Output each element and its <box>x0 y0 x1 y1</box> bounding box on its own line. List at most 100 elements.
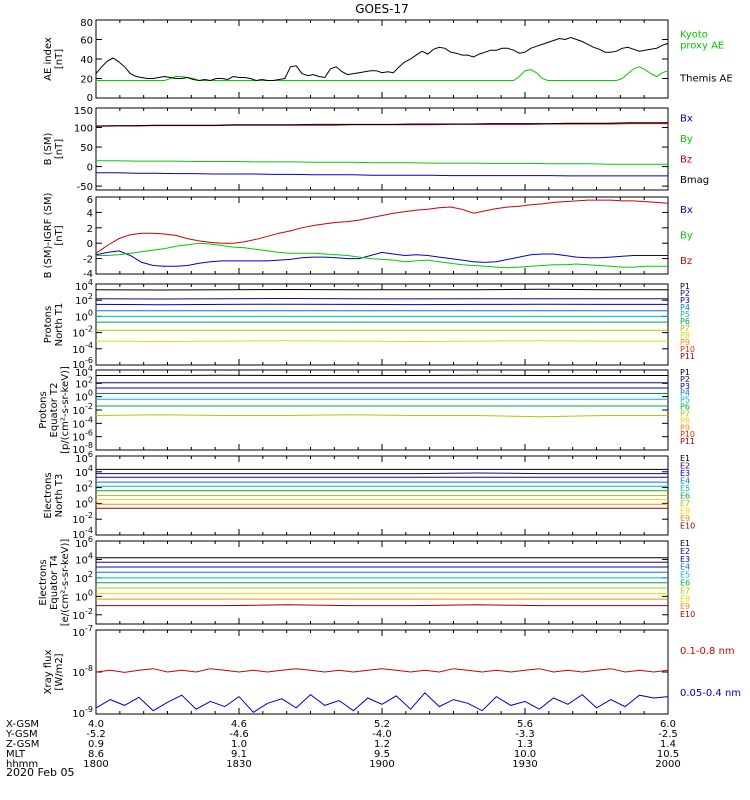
y-tick-label: 6 <box>87 195 93 206</box>
series-line-p2 <box>95 297 668 300</box>
y-tick-label: 10-2 <box>72 511 93 526</box>
legend-entry: P10 <box>680 345 695 354</box>
series-line-p8 <box>95 340 668 343</box>
y-tick-label: -4 <box>83 269 93 280</box>
orbit-value: 10.0 <box>514 749 536 760</box>
y-tick-label: -50 <box>77 182 93 193</box>
legend-entry: P2 <box>680 375 690 384</box>
orbit-value: 10.5 <box>657 749 679 760</box>
orbit-value: 1830 <box>226 759 251 770</box>
orbit-value: 5.2 <box>374 719 390 730</box>
y-axis-label: Xray flux[W/m2] <box>43 650 65 695</box>
legend-entry: P4 <box>680 303 690 312</box>
orbit-value: 4.0 <box>88 719 104 730</box>
y-tick-label: 2 <box>87 224 93 235</box>
legend-entry: P9 <box>680 338 690 347</box>
y-tick-label: 104 <box>75 278 93 293</box>
panel-frame <box>95 283 669 366</box>
y-axis-label: AE index[nT] <box>43 37 65 81</box>
y-tick-label: 10-2 <box>72 325 93 340</box>
legend-entry: E10 <box>680 610 695 619</box>
orbit-value: 1800 <box>83 759 108 770</box>
legend-entry: P11 <box>680 437 695 446</box>
orbit-value: 2000 <box>655 759 680 770</box>
legend-entry: E6 <box>680 579 690 588</box>
legend-entry: P4 <box>680 389 690 398</box>
orbit-value: 1.2 <box>374 739 390 750</box>
y-tick-label: 102 <box>75 292 93 307</box>
legend-entry: P7 <box>680 409 690 418</box>
y-tick-label: 50 <box>80 143 93 154</box>
panel-frame <box>95 107 669 191</box>
orbit-value: -3.3 <box>515 729 535 740</box>
legend-entry: E10 <box>680 522 695 531</box>
legend-entry: E5 <box>680 571 690 580</box>
orbit-value: 1900 <box>369 759 394 770</box>
y-tick-label: -2 <box>83 255 93 266</box>
y-tick-label: 10-4 <box>72 526 93 541</box>
series-line-p3 <box>95 303 668 306</box>
legend-entry: P3 <box>680 296 690 305</box>
y-tick-label: 10-2 <box>72 402 93 417</box>
orbit-value: 6.0 <box>660 719 676 730</box>
series-line-themis-ae <box>95 36 669 82</box>
legend-entry: E3 <box>680 555 690 564</box>
y-tick-label: 10-8 <box>72 441 93 456</box>
series-line-bz <box>95 199 669 254</box>
y-tick-label: 0 <box>87 93 93 104</box>
y-tick-label: 10-2 <box>72 607 93 622</box>
y-tick-label: 10-9 <box>72 705 93 720</box>
legend-entry: P11 <box>680 352 695 361</box>
panel-frame <box>95 196 669 275</box>
legend-entry: E5 <box>680 484 690 493</box>
panel-3: -4 -2 0 2 4 6 B (SM)-IGRF (SM)[nT] Bx By Bz <box>43 193 693 280</box>
orbit-row-label: MLT <box>6 749 26 760</box>
y-tick-label: 0 <box>87 163 93 174</box>
y-tick-label: 100 <box>74 124 93 135</box>
series-line-0.1-0.8-nm <box>95 668 669 673</box>
y-tick-label: 102 <box>75 480 93 495</box>
legend-entry: Bx <box>680 205 693 216</box>
legend-entry: P9 <box>680 423 690 432</box>
y-tick-label: 10-6 <box>72 356 93 371</box>
legend-entry: E9 <box>680 514 690 523</box>
orbit-value: 1.3 <box>517 739 533 750</box>
legend-entry: P10 <box>680 430 695 439</box>
y-axis-label: B (SM)-IGRF (SM)[nT] <box>43 193 65 279</box>
legend-entry: P6 <box>680 403 690 412</box>
panel-2: -50 0 50 100 150 B (SM)[nT] Bx By Bz Bmag <box>43 106 709 193</box>
legend-entry: E1 <box>680 539 690 548</box>
series-line-e10 <box>96 604 668 607</box>
legend-entry: E1 <box>680 454 690 463</box>
legend-entry: E7 <box>680 499 690 508</box>
legend-entry: 0.1-0.8 nm <box>680 646 735 657</box>
legend-entry: Bz <box>680 154 692 165</box>
series-line-p1 <box>95 288 668 291</box>
orbit-value: 1930 <box>512 759 537 770</box>
legend-entry: E6 <box>680 492 690 501</box>
y-tick-label: 0 <box>87 239 93 250</box>
legend-entry: P8 <box>680 416 690 425</box>
orbit-value: 5.6 <box>517 719 533 730</box>
legend-entry: E4 <box>680 563 690 572</box>
legend-entry: Bmag <box>680 175 709 186</box>
orbit-value: 4.6 <box>231 719 247 730</box>
series-line-bx <box>96 172 668 177</box>
series-line-e2 <box>96 472 668 475</box>
legend-entry: E2 <box>680 462 690 471</box>
orbit-row-label: Z-GSM <box>6 739 39 750</box>
y-tick-label: 60 <box>80 36 93 47</box>
series-line-0.05-0.4-nm <box>95 692 669 713</box>
legend-entry: P5 <box>680 310 690 319</box>
series-line-bmag <box>95 122 668 127</box>
orbit-value: 8.6 <box>88 749 104 760</box>
y-tick-label: 40 <box>80 55 93 66</box>
legend-entry: P1 <box>680 368 690 377</box>
series-line-bx <box>95 250 668 267</box>
panel-frame <box>95 369 669 451</box>
y-tick-label: 102 <box>75 570 93 585</box>
series-line-kyoto-proxy-ae <box>96 66 669 81</box>
legend-entry: E8 <box>680 507 690 516</box>
y-tick-label: 10-4 <box>72 415 93 430</box>
